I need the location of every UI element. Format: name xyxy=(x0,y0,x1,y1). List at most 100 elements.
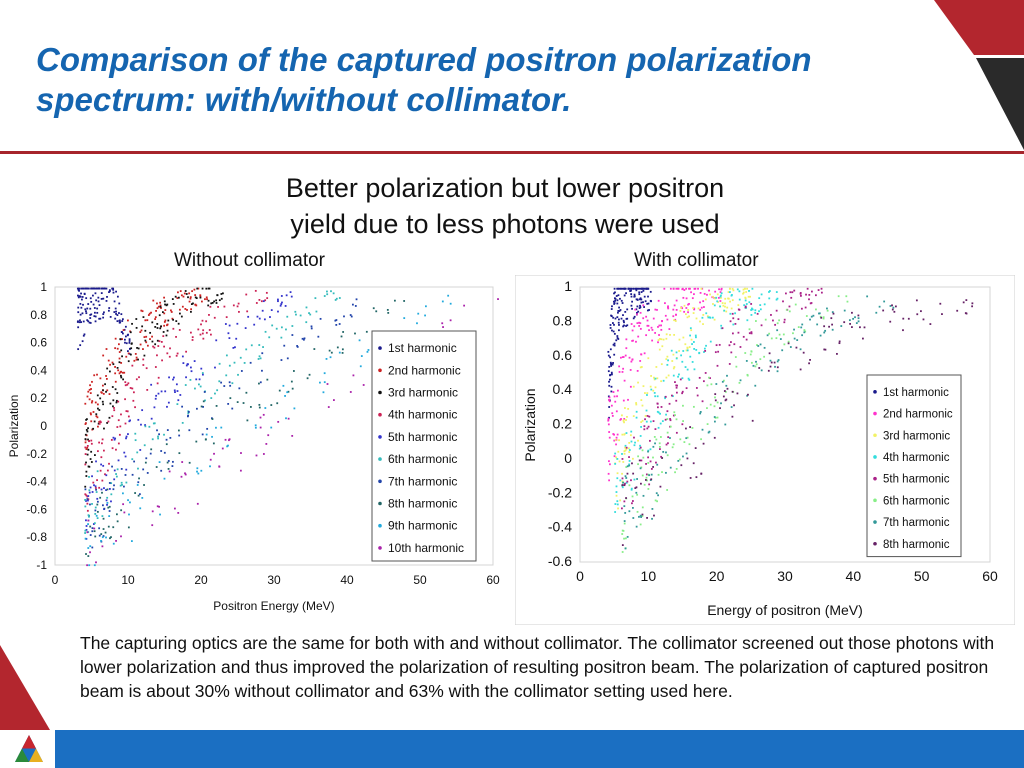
data-point xyxy=(632,506,634,509)
data-point xyxy=(635,402,638,404)
data-point xyxy=(90,300,93,303)
data-point xyxy=(701,400,704,403)
data-point xyxy=(688,443,691,446)
data-point xyxy=(658,442,661,445)
data-point xyxy=(87,514,90,517)
data-point xyxy=(158,340,161,343)
data-point xyxy=(671,446,674,449)
data-point xyxy=(125,468,128,471)
data-point xyxy=(628,441,631,444)
data-point xyxy=(329,356,332,359)
data-point xyxy=(130,540,133,542)
data-point xyxy=(750,314,753,316)
data-point xyxy=(611,329,613,332)
data-point xyxy=(156,339,159,342)
data-point xyxy=(171,317,174,320)
data-point xyxy=(136,451,139,454)
data-point xyxy=(630,479,632,482)
data-point xyxy=(275,327,278,330)
data-point xyxy=(668,328,671,330)
data-point xyxy=(198,383,200,386)
data-point xyxy=(647,488,650,490)
data-point xyxy=(115,310,117,313)
data-point xyxy=(104,383,106,386)
data-point xyxy=(127,415,130,418)
data-point xyxy=(287,417,290,420)
data-point xyxy=(640,426,642,428)
data-point xyxy=(674,471,676,474)
data-point xyxy=(713,297,716,300)
data-point xyxy=(621,458,624,460)
data-point xyxy=(720,324,723,327)
data-point xyxy=(341,348,344,351)
data-point xyxy=(280,303,283,305)
data-point xyxy=(730,307,733,310)
legend-entry: 4th harmonic xyxy=(883,452,950,464)
data-point xyxy=(808,298,810,301)
data-point xyxy=(607,472,610,475)
data-point xyxy=(232,346,235,349)
data-point xyxy=(679,378,682,381)
data-point xyxy=(666,318,669,321)
data-point xyxy=(608,436,611,439)
data-point xyxy=(724,297,727,300)
data-point xyxy=(720,287,723,290)
data-point xyxy=(101,438,104,441)
legend-swatch xyxy=(378,390,382,395)
data-point xyxy=(636,369,639,372)
data-point xyxy=(889,320,892,323)
data-point xyxy=(89,314,92,316)
data-point xyxy=(227,332,230,335)
data-point xyxy=(116,320,119,323)
data-point xyxy=(707,316,710,319)
data-point xyxy=(712,295,714,298)
data-point xyxy=(150,417,153,420)
data-point xyxy=(96,497,99,500)
data-point xyxy=(114,317,117,320)
data-point xyxy=(105,375,107,377)
data-point xyxy=(666,489,669,491)
y-tick-label: -0.2 xyxy=(548,484,572,500)
data-point xyxy=(615,456,617,459)
data-point xyxy=(616,458,619,460)
data-point xyxy=(254,426,257,429)
data-point xyxy=(94,454,96,456)
footer-bar xyxy=(55,730,1024,768)
data-point xyxy=(920,310,922,313)
data-point xyxy=(306,377,309,380)
data-point xyxy=(132,391,135,394)
data-point xyxy=(180,294,183,297)
data-point xyxy=(608,460,610,463)
data-point xyxy=(666,418,669,420)
data-point xyxy=(613,332,616,335)
data-point xyxy=(635,403,638,406)
data-point xyxy=(683,441,686,443)
data-point xyxy=(296,346,299,348)
data-point xyxy=(239,469,242,472)
data-point xyxy=(151,335,153,338)
data-point xyxy=(225,354,228,357)
data-point xyxy=(664,314,667,317)
data-point xyxy=(170,311,173,313)
data-point xyxy=(846,300,849,303)
data-point xyxy=(202,337,205,340)
data-point xyxy=(93,484,95,487)
data-point xyxy=(195,378,198,381)
data-point xyxy=(88,515,90,518)
data-point xyxy=(80,306,83,309)
data-point xyxy=(87,555,90,557)
data-point xyxy=(677,375,679,378)
data-point xyxy=(688,287,690,290)
data-point xyxy=(95,491,98,493)
data-point xyxy=(721,302,724,304)
legend-swatch xyxy=(873,433,877,438)
data-point xyxy=(106,469,109,472)
data-point xyxy=(627,407,630,410)
data-point xyxy=(387,311,390,314)
data-point xyxy=(720,296,722,299)
data-point xyxy=(699,291,702,294)
data-point xyxy=(637,463,639,466)
data-point xyxy=(624,354,627,357)
data-point xyxy=(121,483,123,486)
data-point xyxy=(675,351,678,354)
